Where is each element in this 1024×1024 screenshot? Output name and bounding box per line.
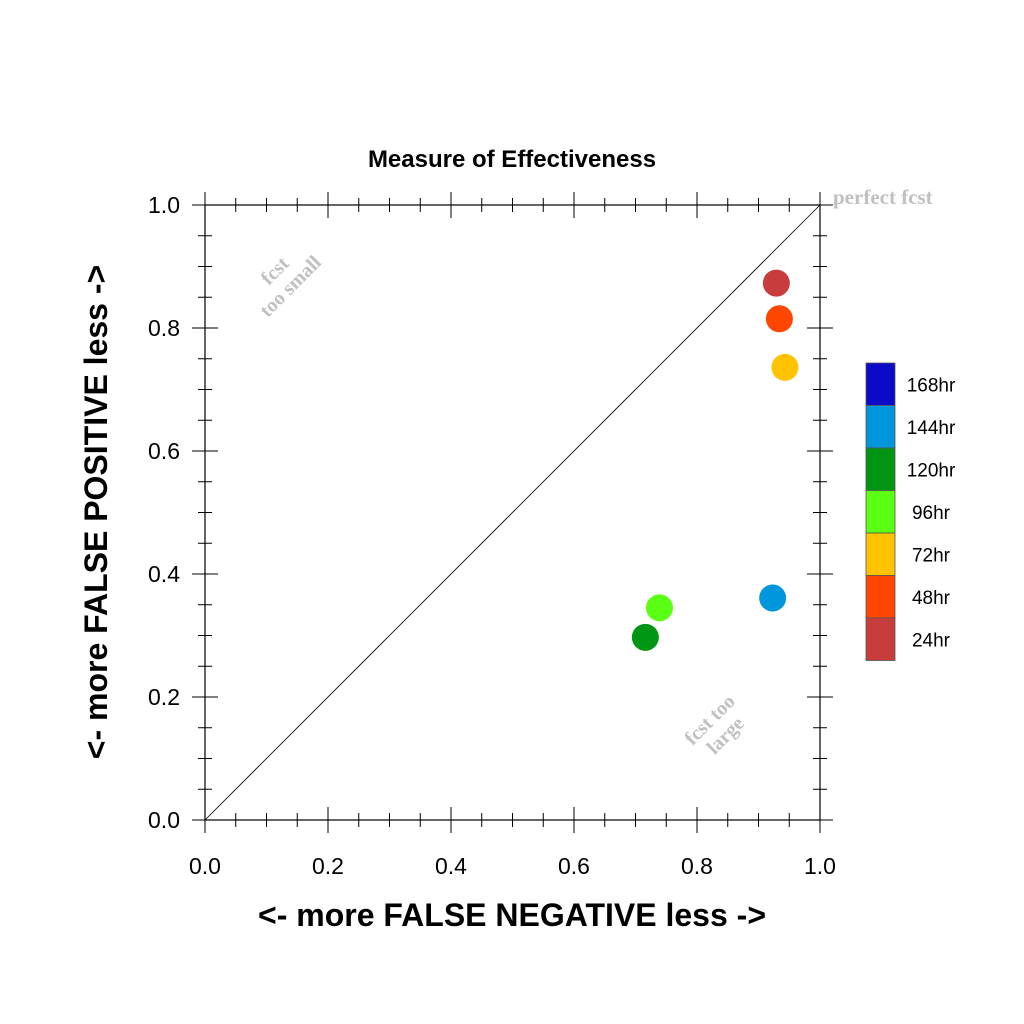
point-72hr [771, 353, 799, 381]
y-tick-label: 0.4 [148, 561, 180, 587]
legend-swatch-24hr [865, 617, 896, 661]
annotation-perfect-fcst: perfect fcst [833, 185, 933, 209]
legend-swatch-96hr [865, 490, 896, 534]
diagonal-reference-line [204, 204, 821, 821]
legend-swatch-120hr [865, 447, 896, 491]
y-tick-label: 0.0 [148, 807, 180, 833]
x-tick-label: 0.0 [189, 853, 221, 879]
point-144hr [759, 584, 787, 612]
legend: 168hr 144hr 120hr 96hr 72hr 48hr 24hr [865, 362, 956, 661]
x-tick-label: 0.2 [312, 853, 344, 879]
point-48hr [765, 305, 793, 333]
legend-label-144hr: 144hr [907, 418, 956, 439]
x-tick-label: 0.4 [435, 853, 467, 879]
legend-label-24hr: 24hr [912, 630, 951, 651]
x-axis-label: <- more FALSE NEGATIVE less -> [258, 897, 766, 933]
y-tick-label: 0.6 [148, 438, 180, 464]
tick-marks [192, 192, 833, 833]
data-points [631, 269, 799, 651]
x-tick-label: 0.8 [681, 853, 713, 879]
legend-label-168hr: 168hr [907, 375, 956, 396]
x-tick-label: 0.6 [558, 853, 590, 879]
y-tick-label: 0.8 [148, 315, 180, 341]
legend-label-120hr: 120hr [907, 460, 956, 481]
point-24hr [762, 269, 790, 297]
legend-label-96hr: 96hr [912, 503, 951, 524]
legend-swatch-72hr [865, 532, 896, 576]
chart-title: Measure of Effectiveness [368, 146, 656, 173]
point-96hr [645, 594, 673, 622]
legend-swatch-144hr [865, 405, 896, 449]
legend-swatch-168hr [865, 362, 896, 406]
point-120hr [631, 623, 659, 651]
y-tick-label: 1.0 [148, 192, 180, 218]
annotation-fcst-too-small: fcst too small [256, 251, 326, 321]
y-axis-label: <- more FALSE POSITIVE less -> [78, 265, 114, 759]
legend-label-48hr: 48hr [912, 588, 951, 609]
x-tick-label: 1.0 [804, 853, 836, 879]
tick-labels: 0.0 0.2 0.4 0.6 0.8 1.0 0.0 0.2 0.4 0.6 0.8 1.0 [148, 192, 836, 879]
annotation-too-small-line2: too small [256, 251, 326, 321]
legend-label-72hr: 72hr [912, 545, 951, 566]
annotation-fcst-too-large: fcst too large [681, 691, 749, 759]
legend-swatch-48hr [865, 575, 896, 619]
y-tick-label: 0.2 [148, 684, 180, 710]
